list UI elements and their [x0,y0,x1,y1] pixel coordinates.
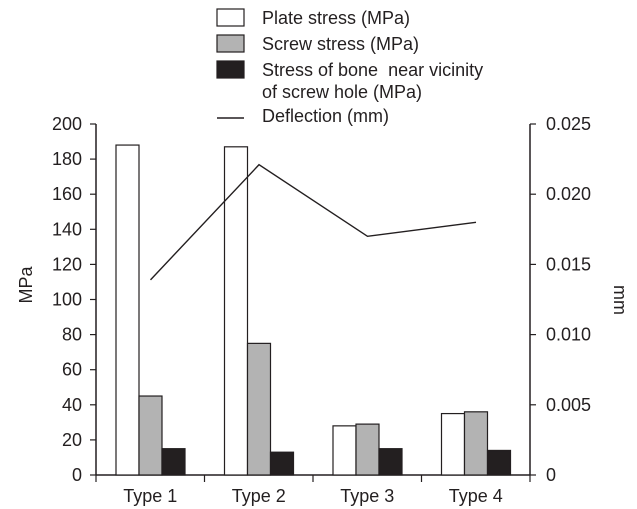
y-tick-label: 180 [52,149,82,169]
y2-axis-title: mm [610,285,630,315]
x-tick-label: Type 4 [449,486,503,506]
bar [246,342,272,476]
x-tick-label: Type 3 [340,486,394,506]
y2-tick-label: 0.020 [546,184,591,204]
y-tick-label: 20 [62,430,82,450]
legend-label: Stress of bone near vicinity [262,60,483,80]
bar [223,146,249,476]
bar [355,423,380,476]
y-tick-label: 100 [52,290,82,310]
bar [463,411,489,476]
y2-tick-label: 0.010 [546,325,591,345]
y-tick-label: 120 [52,254,82,274]
y-tick-label: 160 [52,184,82,204]
bar [378,448,403,476]
bar [332,425,357,476]
legend-label: Plate stress (MPa) [262,8,410,28]
y-tick-label: 200 [52,114,82,134]
legend-label: of screw hole (MPa) [262,82,422,102]
deflection-line [149,163,477,281]
y-tick-label: 60 [62,360,82,380]
bar [161,448,186,476]
bar [440,412,466,476]
x-tick-label: Type 1 [123,486,177,506]
bar [115,144,140,476]
bar [138,395,163,476]
legend-label: Screw stress (MPa) [262,34,419,54]
x-tick-label: Type 2 [232,486,286,506]
bar [486,449,512,476]
y2-tick-label: 0.015 [546,254,591,274]
y-axis-title: MPa [16,266,36,304]
y-tick-label: 80 [62,325,82,345]
legend-swatch [216,8,245,27]
legend-label: Deflection (mm) [262,106,389,126]
legend-swatch [216,34,245,53]
y2-tick-label: 0.005 [546,395,591,415]
y2-tick-label: 0 [546,465,556,485]
y-tick-label: 0 [72,465,82,485]
y-tick-label: 40 [62,395,82,415]
bar [269,451,295,476]
legend-swatch [216,60,245,79]
y-tick-label: 140 [52,219,82,239]
y2-tick-label: 0.025 [546,114,591,134]
